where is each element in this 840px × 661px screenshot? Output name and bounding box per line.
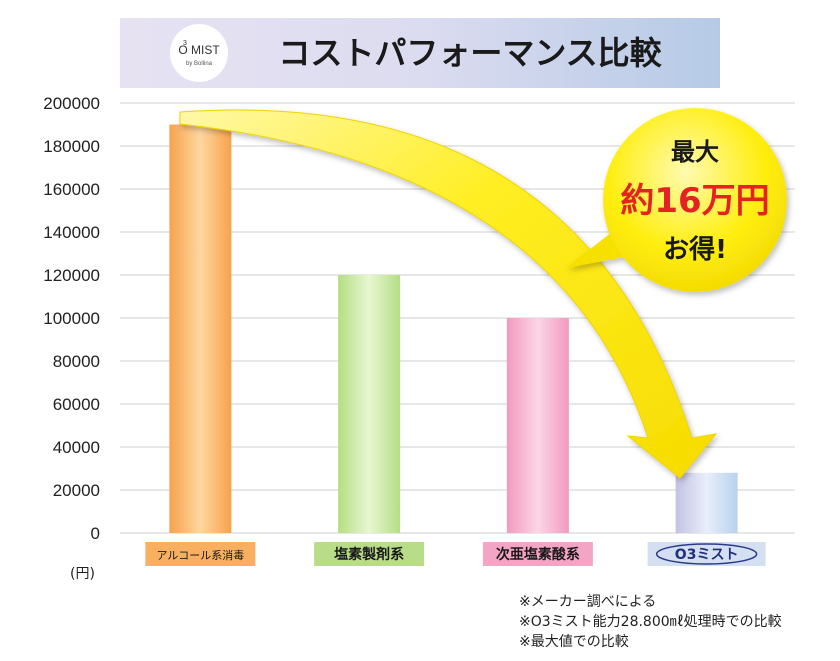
y-unit-label: (円) (70, 566, 95, 582)
footnotes: ※メーカー調べによる ※O3ミスト能力28.800㎖処理時での比較 ※最大値での… (519, 592, 782, 652)
category-label-bg (314, 542, 425, 566)
category-label-bg (647, 542, 766, 566)
footnote: ※O3ミスト能力28.800㎖処理時での比較 (519, 614, 782, 630)
category-label-ring (655, 543, 758, 565)
logo-sub: by Bollina (186, 61, 213, 67)
bar (506, 318, 569, 533)
logo-sup: 3 (183, 40, 187, 47)
chart-title: コストパフォーマンス比較 (278, 34, 662, 72)
y-tick-label: 120000 (43, 266, 100, 285)
footnote: ※メーカー調べによる (519, 594, 657, 610)
curved-arrow (179, 109, 718, 479)
category-label: O3ミスト (675, 547, 739, 563)
category-label: アルコール系消毒 (157, 548, 245, 562)
bar (675, 472, 738, 533)
y-tick-label: 200000 (43, 94, 100, 113)
logo-text: O MIST (178, 43, 220, 57)
bars (169, 124, 738, 533)
category-label: 次亜塩素酸系 (496, 546, 580, 563)
callout-line2: 約16万円 (620, 181, 769, 221)
y-tick-label: 0 (91, 524, 100, 543)
y-tick-label: 140000 (43, 223, 100, 242)
footnote: ※最大値での比較 (519, 634, 629, 650)
bar (338, 275, 401, 533)
savings-callout (566, 108, 787, 292)
y-tick-label: 40000 (53, 438, 100, 457)
y-tick-label: 80000 (53, 352, 100, 371)
y-tick-label: 20000 (53, 481, 100, 500)
y-tick-label: 160000 (43, 180, 100, 199)
callout-line1: 最大 (671, 138, 719, 166)
category-labels: アルコール系消毒 塩素製剤系 次亜塩素酸系 O3ミスト (145, 542, 766, 566)
bar (169, 124, 232, 533)
category-label-bg (482, 542, 593, 566)
y-tick-label: 180000 (43, 137, 100, 156)
callout-line3: お得! (663, 235, 727, 265)
category-label-bg (145, 542, 256, 566)
y-axis: 0 20000 40000 60000 80000 100000 120000 140000 1… (43, 94, 100, 543)
logo: O MIST 3 by Bollina (170, 24, 228, 82)
y-tick-label: 100000 (43, 309, 100, 328)
category-label: 塩素製剤系 (334, 546, 404, 563)
y-tick-label: 60000 (53, 395, 100, 414)
